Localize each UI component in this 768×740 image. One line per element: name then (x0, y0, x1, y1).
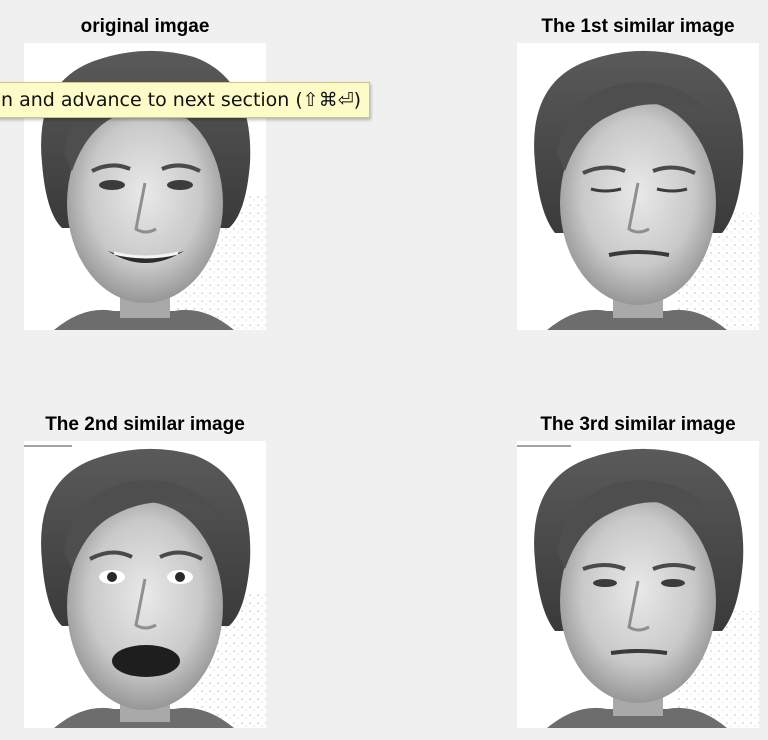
subplot-title-2nd: The 2nd similar image (45, 414, 245, 435)
image-2nd-similar-face (24, 441, 266, 728)
image-3rd-similar-face (517, 441, 759, 728)
run-and-advance-tooltip: n and advance to next section (⇧⌘⏎) (0, 82, 371, 118)
image-1st-similar-face (517, 43, 759, 330)
subplot-title-original: original imgae (80, 16, 210, 37)
subplot-title-1st: The 1st similar image (541, 16, 735, 37)
subplot-title-3rd: The 3rd similar image (540, 414, 736, 435)
